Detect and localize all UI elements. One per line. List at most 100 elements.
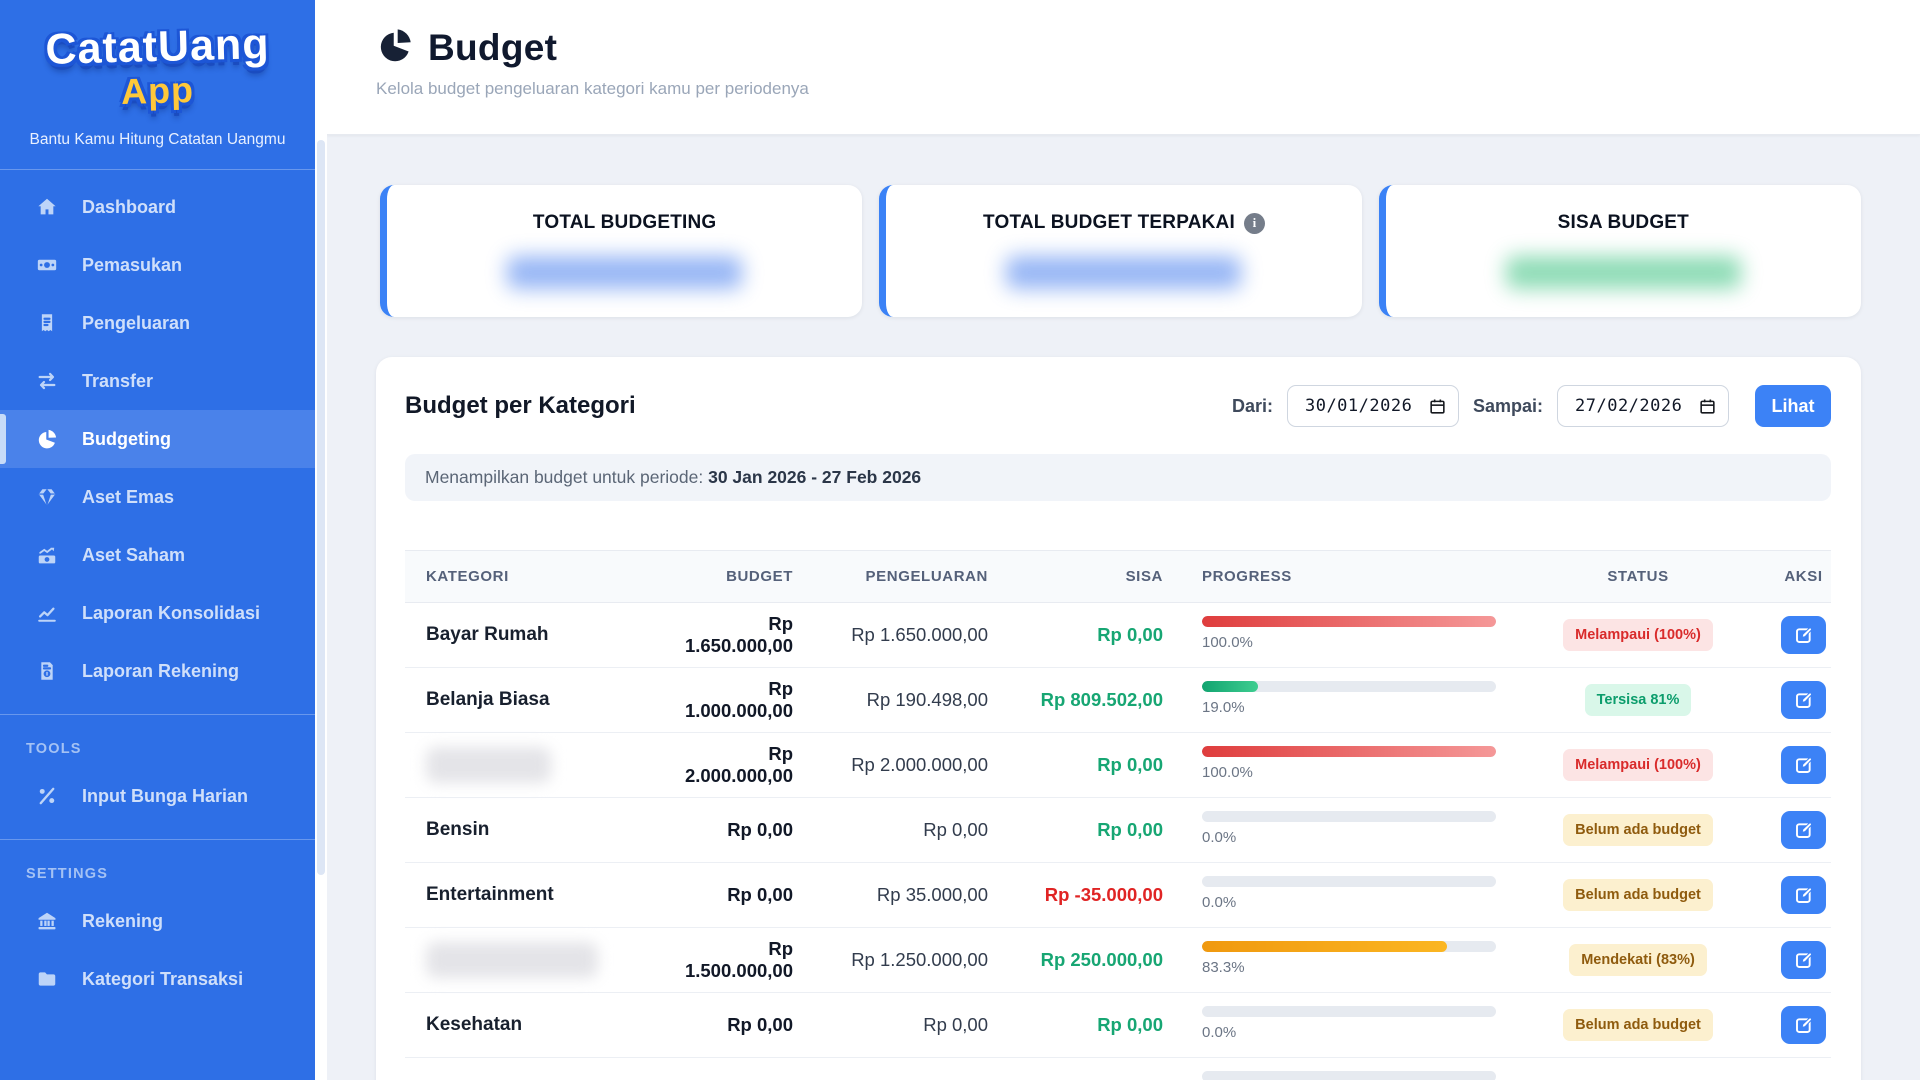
status-badge: Melampaui (100%) <box>1563 619 1713 651</box>
edit-button[interactable] <box>1781 616 1826 654</box>
percent-icon <box>34 783 60 809</box>
cell-sisa: Rp -35.000,00 <box>1044 884 1163 905</box>
cell-aksi <box>1776 681 1831 719</box>
cell-progress: 0.0% <box>1165 863 1500 911</box>
card-total-budget-terpakai: TOTAL BUDGET TERPAKAI i <box>879 185 1362 317</box>
cell-category: Entertainment <box>426 884 554 905</box>
page-header: Budget Kelola budget pengeluaran kategor… <box>327 0 1920 135</box>
progress-fill <box>1202 746 1496 757</box>
card-value-masked <box>507 256 743 289</box>
stock-chart-icon <box>34 542 60 568</box>
status-badge: Tersisa 81% <box>1584 684 1692 716</box>
col-pengeluaran: PENGELUARAN <box>865 568 988 585</box>
progress-label: 0.0% <box>1202 829 1237 846</box>
cell-category: Kesehatan <box>426 1014 523 1035</box>
edit-button[interactable] <box>1781 876 1826 914</box>
cell-status: Belum ada budget <box>1500 814 1776 846</box>
view-button[interactable]: Lihat <box>1755 385 1831 427</box>
sidebar-item-input-bunga-harian[interactable]: Input Bunga Harian <box>0 767 315 825</box>
status-badge: Mendekati (83%) <box>1569 944 1707 976</box>
edit-button[interactable] <box>1781 746 1826 784</box>
cell-category: Belanja Biasa <box>426 689 550 710</box>
sidebar-item-laporan-konsolidasi[interactable]: Laporan Konsolidasi <box>0 584 315 642</box>
sidebar-item-budgeting[interactable]: Budgeting <box>0 410 315 468</box>
cell-progress <box>1165 1058 1500 1080</box>
date-filters: Dari: 30/01/2026 Sampai: 27/02/2026 <box>1232 385 1831 427</box>
sidebar-item-label: Laporan Konsolidasi <box>82 602 261 623</box>
col-kategori: KATEGORI <box>426 568 509 585</box>
table-row: Bayar Rumah Rp 1.650.000,00 Rp 1.650.000… <box>405 603 1831 668</box>
progress-bar <box>1202 746 1496 757</box>
transfer-icon <box>34 368 60 394</box>
table-row: Rp 2.000.000,00 Rp 2.000.000,00 Rp 0,00 … <box>405 733 1831 798</box>
status-badge: Belum ada budget <box>1563 814 1713 846</box>
cell-status: Belum ada budget <box>1500 1009 1776 1041</box>
card-title: TOTAL BUDGET TERPAKAI <box>983 212 1235 233</box>
sidebar-item-transfer[interactable]: Transfer <box>0 352 315 410</box>
cell-aksi <box>1776 616 1831 654</box>
progress-bar <box>1202 811 1496 822</box>
sidebar-item-dashboard[interactable]: Dashboard <box>0 178 315 236</box>
sidebar-item-laporan-rekening[interactable]: Laporan Rekening <box>0 642 315 700</box>
cell-progress: 83.3% <box>1165 928 1500 976</box>
cell-budget: Rp 1.500.000,00 <box>684 938 793 981</box>
cell-pengeluaran: Rp 0,00 <box>923 1014 988 1035</box>
edit-button[interactable] <box>1781 941 1826 979</box>
sidebar-divider <box>0 839 315 840</box>
sidebar-item-aset-emas[interactable]: Aset Emas <box>0 468 315 526</box>
budget-table: KATEGORI BUDGET PENGELUARAN SISA PROGRES… <box>405 550 1831 1080</box>
date-from-input[interactable]: 30/01/2026 <box>1286 385 1459 427</box>
period-note-prefix: Menampilkan budget untuk periode: <box>425 467 709 487</box>
info-icon[interactable]: i <box>1243 212 1265 234</box>
col-sisa: SISA <box>1125 568 1163 585</box>
col-progress: PROGRESS <box>1202 568 1292 585</box>
sidebar-item-pengeluaran[interactable]: Pengeluaran <box>0 294 315 352</box>
cell-status: Melampaui (100%) <box>1500 749 1776 781</box>
edit-button[interactable] <box>1781 811 1826 849</box>
cell-aksi <box>1776 876 1831 914</box>
table-row <box>405 1058 1831 1080</box>
cell-sisa: Rp 250.000,00 <box>1040 949 1163 970</box>
sidebar-item-rekening[interactable]: Rekening <box>0 892 315 950</box>
sidebar-gutter <box>315 0 327 1080</box>
app-logo-line1: CatatUang <box>44 20 271 74</box>
progress-bar <box>1202 1006 1496 1017</box>
sidebar-item-kategori-transaksi[interactable]: Kategori Transaksi <box>0 950 315 1008</box>
cell-sisa: Rp 0,00 <box>1097 1014 1163 1035</box>
sidebar-item-label: Rekening <box>82 910 164 931</box>
period-note-range: 30 Jan 2026 - 27 Feb 2026 <box>708 467 922 487</box>
cell-aksi <box>1776 746 1831 784</box>
date-to-input[interactable]: 27/02/2026 <box>1557 385 1729 427</box>
sidebar-divider <box>0 714 315 715</box>
cell-progress: 19.0% <box>1165 668 1500 716</box>
app-tagline: Bantu Kamu Hitung Catatan Uangmu <box>29 131 286 148</box>
calendar-icon[interactable] <box>1698 397 1717 416</box>
gem-icon <box>34 484 60 510</box>
budget-panel: Budget per Kategori Dari: 30/01/2026 Sam… <box>376 357 1861 1080</box>
edit-button[interactable] <box>1781 681 1826 719</box>
progress-bar <box>1202 1071 1496 1080</box>
cell-category <box>405 747 665 783</box>
col-aksi: AKSI <box>1784 568 1823 585</box>
cell-pengeluaran: Rp 190.498,00 <box>866 689 988 710</box>
col-budget: BUDGET <box>726 568 793 585</box>
calendar-icon[interactable] <box>1428 397 1447 416</box>
progress-bar <box>1202 941 1496 952</box>
progress-label: 19.0% <box>1202 699 1245 716</box>
app-logo: CatatUang App <box>0 0 315 112</box>
progress-label: 0.0% <box>1202 894 1237 911</box>
cell-budget: Rp 0,00 <box>727 1014 793 1035</box>
edit-button[interactable] <box>1781 1006 1826 1044</box>
progress-fill <box>1202 616 1496 627</box>
panel-title: Budget per Kategori <box>405 392 636 419</box>
progress-bar <box>1202 616 1496 627</box>
sidebar-item-aset-saham[interactable]: Aset Saham <box>0 526 315 584</box>
sidebar-item-label: Input Bunga Harian <box>82 785 248 806</box>
cell-aksi <box>1776 811 1831 849</box>
sidebar-item-label: Pemasukan <box>82 254 183 275</box>
scrollbar-thumb[interactable] <box>317 140 325 875</box>
cell-status: Mendekati (83%) <box>1500 944 1776 976</box>
sidebar-section-settings: SETTINGS <box>26 866 109 882</box>
sidebar-item-pemasukan[interactable]: Pemasukan <box>0 236 315 294</box>
home-icon <box>34 194 60 220</box>
